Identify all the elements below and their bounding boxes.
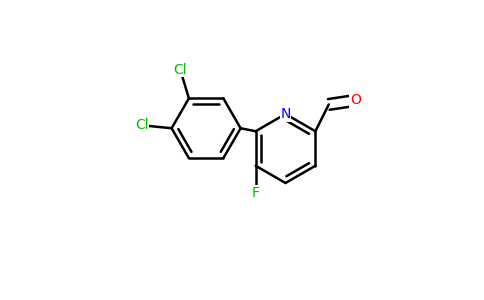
Text: Cl: Cl [135, 118, 149, 132]
Text: N: N [280, 107, 291, 121]
Text: F: F [252, 186, 259, 200]
Text: O: O [350, 93, 361, 107]
Text: Cl: Cl [173, 63, 187, 76]
